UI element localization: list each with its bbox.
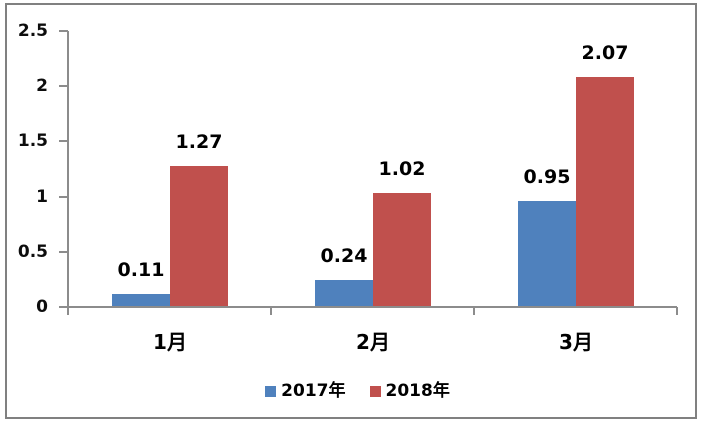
y-tick-label: 1.5 bbox=[17, 131, 48, 151]
bar-2017年-3月 bbox=[518, 201, 576, 306]
x-axis-tick bbox=[676, 307, 678, 315]
bar-2018年-3月 bbox=[576, 77, 634, 306]
x-category-label: 1月 bbox=[153, 330, 187, 354]
y-axis-tick bbox=[59, 85, 68, 87]
bar-2018年-1月 bbox=[170, 166, 228, 306]
data-label: 0.24 bbox=[320, 245, 368, 267]
y-axis-tick bbox=[59, 196, 68, 198]
y-axis-tick bbox=[59, 251, 68, 253]
data-label: 1.27 bbox=[175, 131, 223, 153]
bar-2017年-1月 bbox=[112, 294, 170, 306]
data-label: 0.11 bbox=[117, 259, 165, 281]
bar-2017年-2月 bbox=[315, 280, 373, 306]
y-axis-tick bbox=[59, 140, 68, 142]
x-axis-tick bbox=[270, 307, 272, 315]
data-label: 1.02 bbox=[378, 158, 426, 180]
y-axis-tick bbox=[59, 306, 68, 308]
data-label: 2.07 bbox=[581, 42, 629, 64]
legend-label: 2017年 bbox=[281, 381, 346, 401]
x-category-label: 2月 bbox=[356, 330, 390, 354]
y-tick-label: 0.5 bbox=[17, 242, 48, 262]
x-category-label: 3月 bbox=[559, 330, 593, 354]
y-tick-label: 2 bbox=[36, 76, 48, 96]
y-axis-line bbox=[67, 31, 69, 315]
y-axis-tick bbox=[59, 30, 68, 32]
legend-item: 2017年 bbox=[265, 381, 346, 401]
legend-item: 2018年 bbox=[369, 381, 450, 401]
y-tick-label: 1 bbox=[36, 187, 48, 207]
x-axis-tick bbox=[473, 307, 475, 315]
legend: 2017年 2018年 bbox=[0, 382, 705, 400]
legend-swatch-icon bbox=[369, 385, 381, 397]
bar-2018年-2月 bbox=[373, 193, 431, 306]
legend-label: 2018年 bbox=[385, 381, 450, 401]
y-tick-label: 2.5 bbox=[17, 21, 48, 41]
y-tick-label: 0 bbox=[36, 297, 48, 317]
x-axis-line bbox=[68, 306, 677, 308]
chart-frame-border bbox=[5, 3, 697, 419]
legend-swatch-icon bbox=[265, 385, 277, 397]
data-label: 0.95 bbox=[523, 166, 571, 188]
